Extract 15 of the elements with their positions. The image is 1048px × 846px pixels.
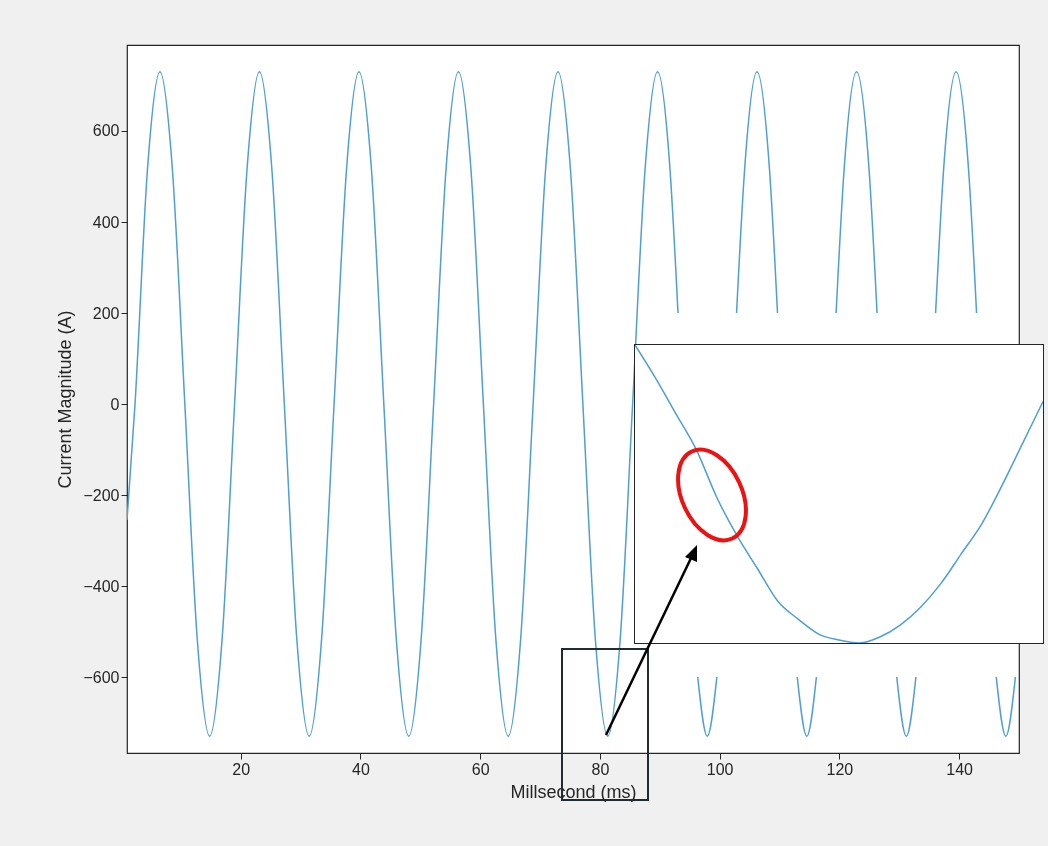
y-tick-label: −200 [83, 486, 120, 504]
y-tick-label: 600 [92, 122, 120, 140]
x-tick-label: 80 [591, 760, 610, 778]
x-tick-label: 20 [232, 760, 251, 778]
y-axis-title: Current Magnitude (A) [55, 310, 76, 489]
y-tick-label: 200 [92, 304, 120, 322]
y-tick-label: 0 [110, 395, 120, 413]
x-tick-label: 140 [946, 760, 974, 778]
x-tick-label: 40 [352, 760, 370, 778]
y-tick-label: 400 [92, 213, 120, 231]
y-tick-label: −400 [83, 577, 120, 595]
x-tick-label: 100 [706, 760, 734, 778]
x-tick-label: 120 [826, 760, 854, 778]
x-tick-label: 60 [471, 760, 490, 778]
y-tick-label: −600 [83, 668, 120, 686]
